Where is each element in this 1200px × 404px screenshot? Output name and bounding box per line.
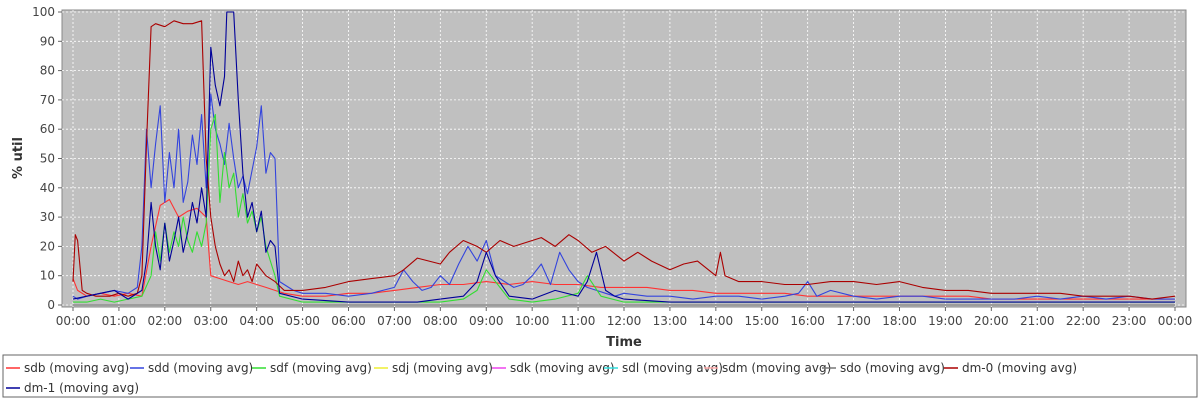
legend-box (2, 354, 1198, 398)
x-tick-label: 15:00 (744, 314, 779, 328)
x-tick-label: 08:00 (423, 314, 458, 328)
x-tick-label: 13:00 (653, 314, 688, 328)
y-tick-label: 60 (40, 122, 55, 136)
y-tick-label: 70 (40, 93, 55, 107)
x-tick-label: 03:00 (193, 314, 228, 328)
y-tick-label: 20 (40, 239, 55, 253)
y-tick-label: 30 (40, 210, 55, 224)
y-tick-label: 90 (40, 34, 55, 48)
y-tick-label: 80 (40, 64, 55, 78)
x-tick-label: 11:00 (561, 314, 596, 328)
x-tick-label: 09:00 (469, 314, 504, 328)
x-tick-label: 02:00 (148, 314, 183, 328)
x-tick-label: 12:00 (607, 314, 642, 328)
series-layer (72, 11, 1176, 306)
x-tick-label: 01:00 (102, 314, 137, 328)
x-tick-label: 17:00 (836, 314, 871, 328)
legend-label: sdl (moving avg) (622, 361, 723, 375)
x-tick-label: 05:00 (285, 314, 320, 328)
x-tick-label: 10:00 (515, 314, 550, 328)
legend-label: sdd (moving avg) (148, 361, 253, 375)
series-line-0 (72, 198, 1175, 300)
y-tick-label: 40 (40, 181, 55, 195)
legend: sdb (moving avg) sdd (moving avg) sdf (mov… (6, 361, 1077, 395)
x-tick-label: 21:00 (1020, 314, 1055, 328)
y-tick-label: 10 (40, 269, 55, 283)
y-tick-label: 0 (47, 298, 55, 312)
axes: 0 10 20 30 40 50 60 70 80 90 100 00:00 01:00 02:00 03:… (32, 5, 1192, 328)
y-axis-title: % util (11, 137, 26, 179)
x-tick-label: 00:00 (1158, 314, 1193, 328)
legend-label: sdk (moving avg) (510, 361, 615, 375)
x-tick-label: 19:00 (928, 314, 963, 328)
x-tick-label: 16:00 (790, 314, 825, 328)
legend-label: dm-1 (moving avg) (24, 381, 139, 395)
series-line-9 (72, 11, 1175, 303)
series-line-1 (72, 93, 1175, 300)
legend-label: sdo (moving avg) (840, 361, 945, 375)
series-line-8 (72, 20, 1176, 300)
x-tick-label: 23:00 (1112, 314, 1147, 328)
x-tick-label: 04:00 (239, 314, 274, 328)
x-tick-label: 20:00 (974, 314, 1009, 328)
x-tick-label: 06:00 (331, 314, 366, 328)
y-tick-label: 100 (32, 5, 55, 19)
legend-label: sdj (moving avg) (392, 361, 493, 375)
legend-label: sdf (moving avg) (270, 361, 372, 375)
legend-label: sdm (moving avg) (722, 361, 831, 375)
x-tick-label: 22:00 (1066, 314, 1101, 328)
x-tick-label: 07:00 (377, 314, 412, 328)
y-tick-label: 50 (40, 152, 55, 166)
legend-label: sdb (moving avg) (24, 361, 129, 375)
x-tick-label: 18:00 (882, 314, 917, 328)
x-tick-label: 00:00 (56, 314, 91, 328)
x-axis-title: Time (606, 335, 642, 350)
x-tick-label: 14:00 (699, 314, 734, 328)
legend-label: dm-0 (moving avg) (962, 361, 1077, 375)
